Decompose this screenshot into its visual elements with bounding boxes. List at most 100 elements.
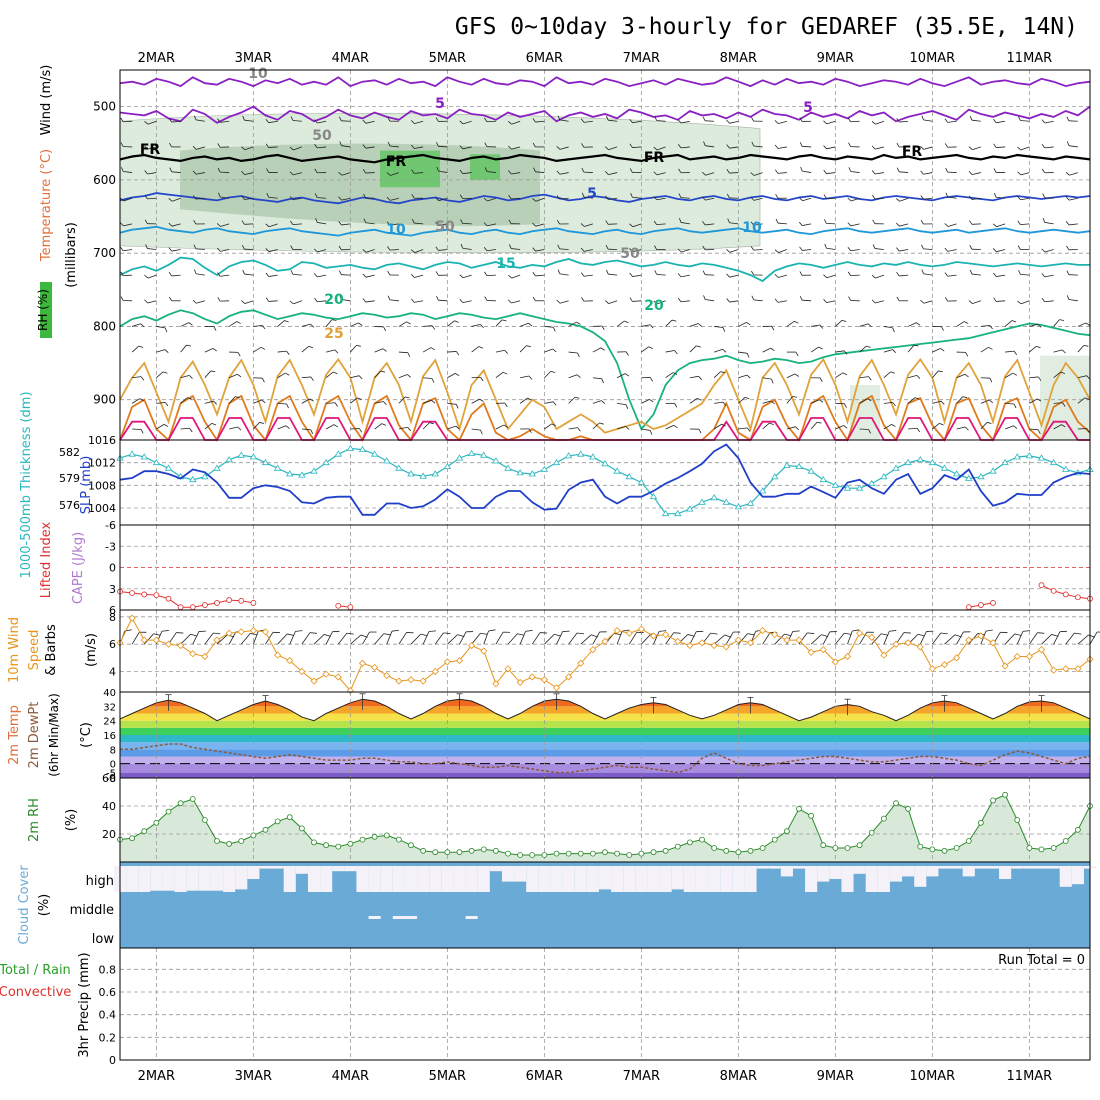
- wind-barb-staff: [738, 397, 746, 404]
- wind-barb-flag: [1084, 397, 1090, 400]
- wind-barb-flag: [552, 327, 556, 332]
- wind-barb-flag: [625, 351, 629, 356]
- wind-barb-staff: [908, 375, 917, 379]
- wind-barb-flag: [289, 171, 294, 176]
- upper-wind-barb: [484, 296, 496, 302]
- upper-wind-barb: [859, 398, 872, 404]
- thickness-marker: [904, 458, 912, 466]
- upper-wind-barb: [786, 373, 799, 379]
- upper-wind-barb: [872, 219, 884, 225]
- thickness-marker: [965, 474, 973, 481]
- wind-barb-staff: [680, 300, 690, 303]
- thickness-marker: [528, 470, 536, 477]
- wind-barb-flag: [819, 399, 824, 403]
- wind-barb-flag: [944, 297, 948, 302]
- surface-wind-barb: [447, 634, 465, 645]
- wind-barb-staff: [471, 398, 480, 404]
- high-cloud-gap: [526, 866, 539, 892]
- wind-barb-flag: [605, 195, 609, 200]
- wind-barb-flag: [357, 397, 362, 400]
- upper-wind-barb: [810, 346, 823, 353]
- upper-wind-barb: [519, 322, 533, 327]
- wind-barb-flag: [387, 270, 391, 276]
- wind-barb-flag: [944, 223, 949, 227]
- upper-wind-barb: [1077, 397, 1090, 404]
- upper-wind-barb: [217, 247, 230, 252]
- surface-wind-barb: [1016, 630, 1030, 645]
- wind-speed-marker: [261, 628, 270, 636]
- wind-barb-flag: [265, 143, 269, 148]
- upper-wind-barb: [386, 221, 399, 226]
- upper-wind-barb: [228, 321, 241, 327]
- wind-barb-flag: [622, 629, 630, 632]
- thickness-marker: [916, 456, 924, 463]
- temperature-contour-5: [119, 105, 1091, 124]
- wind-barb-staff: [156, 371, 164, 379]
- upper-wind-barb: [738, 374, 751, 379]
- upper-wind-barb: [507, 274, 521, 279]
- thickness-marker: [431, 470, 439, 477]
- wind-barb-staff: [714, 401, 724, 404]
- upper-wind-barb: [507, 120, 521, 125]
- wind-barb-flag: [121, 167, 124, 172]
- wind-speed-marker: [795, 636, 803, 644]
- wind-barb-flag: [504, 402, 508, 408]
- wind-barb-flag: [383, 401, 387, 406]
- wind-barb-flag: [848, 296, 851, 301]
- upper-wind-barb: [665, 319, 677, 327]
- wind-barb-staff: [337, 632, 348, 645]
- upper-wind-barb: [1066, 116, 1078, 122]
- upper-wind-barb: [617, 402, 629, 409]
- upper-wind-barb: [533, 167, 545, 173]
- upper-wind-barb: [144, 219, 157, 225]
- wind-speed-marker: [686, 641, 694, 650]
- wind-barb-flag: [871, 299, 876, 304]
- wind-barb-staff: [632, 223, 642, 228]
- wind-barb-staff: [705, 299, 715, 302]
- wind-barb-staff: [410, 633, 422, 645]
- contour-label: 10: [248, 66, 268, 82]
- wind-barb-flag: [629, 143, 633, 148]
- rh2m-marker: [359, 836, 366, 843]
- upper-wind-barb: [580, 247, 593, 252]
- wind-barb-flag: [649, 324, 654, 329]
- upper-wind-barb: [654, 116, 666, 122]
- wind-barb-flag: [867, 398, 872, 402]
- wind-barb-flag: [629, 168, 633, 173]
- wind-barb-flag: [161, 630, 169, 632]
- upper-wind-barb: [605, 245, 618, 250]
- wind-barb-staff: [923, 248, 933, 250]
- wind-barb-flag: [192, 170, 197, 175]
- wind-barb-staff: [680, 222, 690, 225]
- wind-barb-flag: [362, 169, 366, 174]
- high-cloud-gap: [986, 866, 1000, 869]
- wind-barb-staff: [204, 400, 214, 404]
- wind-speed-marker: [383, 672, 391, 680]
- high-cloud-gap: [235, 866, 248, 890]
- thickness-marker: [868, 479, 876, 487]
- wind-barb-staff: [729, 146, 739, 149]
- upper-wind-barb: [921, 244, 933, 250]
- wind-barb-staff: [462, 274, 472, 279]
- upper-wind-barb: [459, 274, 472, 279]
- high-cloud-gap: [210, 866, 224, 891]
- wind-speed-marker: [953, 654, 961, 662]
- wind-barb-flag: [993, 272, 997, 277]
- rh2m-marker: [286, 814, 293, 821]
- upper-wind-barb: [204, 370, 216, 378]
- surface-wind-barb: [738, 633, 755, 645]
- upper-wind-barb: [314, 168, 327, 174]
- wind-barb-staff: [289, 631, 296, 645]
- upper-wind-barb: [703, 295, 715, 302]
- wind-barb-flag: [241, 220, 245, 225]
- rh2m-marker: [262, 826, 269, 833]
- wind-barb-flag: [750, 221, 755, 226]
- upper-wind-barb: [1029, 323, 1042, 328]
- wind-barb-staff: [156, 349, 166, 353]
- wind-barb-flag: [1062, 402, 1066, 407]
- wind-barb-staff: [1044, 146, 1054, 149]
- upper-wind-barb: [762, 347, 775, 353]
- surface-wind-barb: [847, 629, 860, 645]
- wind-barb-staff: [1077, 345, 1085, 353]
- thickness-marker: [164, 464, 173, 471]
